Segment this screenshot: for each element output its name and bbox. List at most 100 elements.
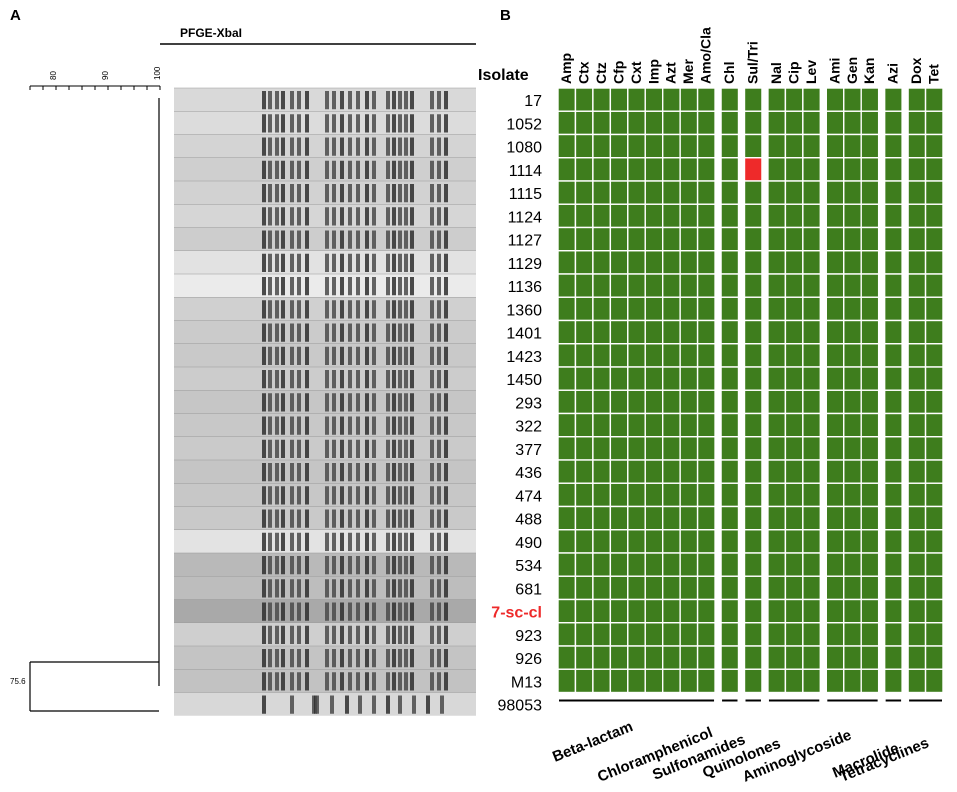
heatmap-cell-susceptible — [627, 366, 646, 391]
heatmap-cell-susceptible — [696, 668, 716, 694]
heatmap-cell-susceptible — [825, 110, 845, 136]
heatmap-cell-susceptible — [860, 459, 880, 484]
gel-band — [392, 184, 396, 203]
gel-band — [444, 672, 448, 691]
gel-band — [444, 556, 448, 575]
gel-band — [444, 207, 448, 226]
heatmap-cell-susceptible — [609, 366, 629, 391]
heatmap-cell-susceptible — [720, 250, 740, 275]
gel-band — [430, 532, 434, 551]
heatmap-cell-susceptible — [662, 505, 681, 531]
gel-band — [398, 370, 402, 389]
gel-band — [275, 323, 279, 342]
gel-band — [398, 91, 402, 110]
heatmap-cell-susceptible — [743, 598, 763, 624]
heatmap-cell-susceptible — [843, 482, 862, 508]
heatmap-cell-susceptible — [644, 389, 664, 415]
heatmap-cell-susceptible — [557, 412, 577, 438]
gel-band — [297, 486, 301, 505]
gel-band — [268, 532, 272, 551]
gel-band — [297, 230, 301, 249]
gel-band — [297, 300, 301, 319]
gel-band — [365, 393, 369, 412]
heatmap-cell-susceptible — [825, 389, 845, 415]
gel-band — [404, 346, 408, 365]
gel-band — [305, 393, 309, 412]
heatmap-cell-susceptible — [924, 250, 944, 275]
gel-band — [437, 160, 441, 179]
gel-band — [437, 649, 441, 668]
heatmap-cell-susceptible — [574, 598, 594, 624]
gel-band — [275, 184, 279, 203]
heatmap-cell-susceptible — [784, 529, 804, 554]
heatmap-cell-susceptible — [644, 552, 664, 577]
gel-band — [297, 346, 301, 365]
gel-band — [332, 253, 336, 272]
gel-band — [340, 463, 344, 482]
heatmap-cell-susceptible — [924, 157, 944, 182]
heatmap-cell-susceptible — [767, 412, 787, 438]
gel-band — [325, 625, 329, 644]
heatmap-cell-susceptible — [767, 157, 787, 182]
heatmap-cell-susceptible — [592, 436, 612, 461]
heatmap-cell-susceptible — [802, 552, 821, 577]
heatmap-cell-susceptible — [767, 668, 787, 694]
heatmap-cell-susceptible — [644, 110, 664, 136]
gel-band — [332, 416, 336, 435]
gel-band — [281, 486, 285, 505]
gel-band — [365, 230, 369, 249]
gel-band — [386, 230, 390, 249]
heatmap-cell-susceptible — [825, 87, 845, 112]
gel-band — [290, 695, 294, 714]
gel-band — [332, 277, 336, 296]
heatmap-cell-susceptible — [557, 389, 577, 415]
heatmap-cell-susceptible — [720, 389, 740, 415]
gel-band — [365, 463, 369, 482]
gel-band — [290, 114, 294, 133]
heatmap-cell-susceptible — [592, 250, 612, 275]
heatmap-cell-susceptible — [860, 110, 880, 136]
heatmap-cell-susceptible — [843, 110, 862, 136]
heatmap-cell-susceptible — [767, 389, 787, 415]
heatmap-cell-susceptible — [696, 319, 716, 345]
heatmap-cell-susceptible — [825, 250, 845, 275]
gel-band — [348, 207, 352, 226]
heatmap-cell-susceptible — [696, 505, 716, 531]
gel-band — [268, 509, 272, 528]
heatmap-cell-susceptible — [907, 180, 927, 205]
heatmap-cell-susceptible — [627, 412, 646, 438]
heatmap-cell-susceptible — [843, 529, 862, 554]
heatmap-cell-susceptible — [609, 87, 629, 112]
heatmap-cell-susceptible — [609, 645, 629, 670]
heatmap-cell-susceptible — [802, 110, 821, 136]
gel-band — [398, 300, 402, 319]
gel-band — [262, 230, 266, 249]
heatmap-cell-susceptible — [644, 436, 664, 461]
gel-band — [297, 277, 301, 296]
gel-band — [372, 463, 376, 482]
gel-band — [332, 91, 336, 110]
gel-band — [305, 625, 309, 644]
heatmap-cell-susceptible — [557, 110, 577, 136]
heatmap-cell-susceptible — [784, 273, 804, 298]
gel-band — [268, 137, 272, 156]
gel-band — [348, 137, 352, 156]
heatmap-cell-susceptible — [843, 645, 862, 670]
heatmap-cell-susceptible — [924, 226, 944, 252]
gel-band — [410, 230, 414, 249]
heatmap-cell-susceptible — [860, 505, 880, 531]
gel-band — [392, 91, 396, 110]
gel-band — [386, 625, 390, 644]
heatmap-cell-susceptible — [679, 389, 699, 415]
gel-band — [340, 579, 344, 598]
antibiotic-labels: Amp Ctx Ctz Cfp Cxt Imp Azt Mer Amo/Cla Chl Sul/Tr… — [558, 27, 942, 84]
heatmap-cell-susceptible — [802, 343, 821, 368]
gel-band — [398, 672, 402, 691]
heatmap-cell-susceptible — [644, 319, 664, 345]
gel-band — [325, 532, 329, 551]
heatmap-cell-susceptible — [662, 552, 681, 577]
heatmap-cell-susceptible — [784, 203, 804, 229]
gel-band — [332, 649, 336, 668]
gel-band — [290, 416, 294, 435]
gel-band — [297, 253, 301, 272]
